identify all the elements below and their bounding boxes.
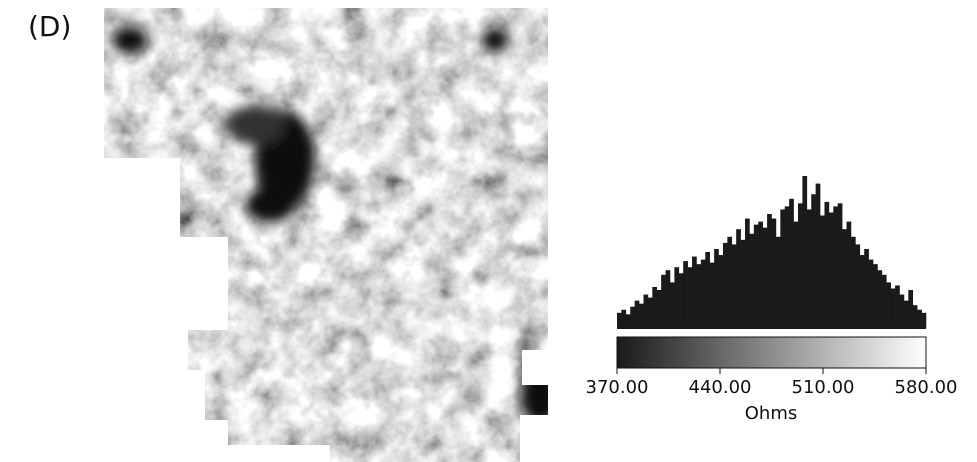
bar	[709, 262, 715, 328]
bar	[731, 244, 737, 328]
bar	[855, 244, 861, 328]
bar	[797, 203, 803, 328]
bar	[806, 209, 812, 328]
bar	[793, 221, 799, 328]
bar	[886, 282, 891, 328]
bar	[700, 259, 706, 328]
bar	[740, 239, 746, 328]
bar	[890, 288, 896, 328]
bar	[621, 309, 627, 328]
bar	[837, 203, 843, 328]
bar	[687, 267, 693, 328]
bar	[722, 242, 728, 328]
bar	[771, 218, 777, 328]
bar	[665, 270, 671, 328]
bar	[912, 305, 918, 328]
bar	[873, 264, 878, 328]
resistance-map	[104, 8, 548, 462]
bar	[736, 229, 741, 328]
bar	[656, 290, 662, 328]
bar	[789, 198, 794, 328]
bar	[811, 194, 816, 328]
x-tick-label: 580.00	[895, 377, 958, 398]
bar	[696, 264, 702, 328]
bar	[678, 273, 684, 328]
bar	[652, 286, 658, 328]
bar	[683, 261, 688, 328]
bar	[903, 300, 909, 328]
histogram	[617, 176, 927, 329]
bar	[833, 206, 839, 328]
bar	[820, 215, 825, 328]
bar	[842, 229, 847, 328]
bar	[647, 297, 653, 328]
bar	[895, 285, 900, 328]
bar	[727, 236, 733, 328]
bar	[850, 236, 856, 328]
bar	[705, 252, 710, 328]
bar	[881, 274, 887, 328]
bar	[767, 214, 772, 328]
bar	[630, 306, 635, 328]
bar	[692, 256, 697, 328]
x-axis-label: Ohms	[745, 403, 798, 424]
bar	[780, 209, 786, 328]
bar	[669, 282, 675, 328]
bar	[824, 201, 830, 328]
x-tick-label: 370.00	[586, 377, 649, 398]
bar	[859, 255, 865, 328]
bar	[625, 314, 631, 328]
bar	[758, 221, 763, 328]
bar	[828, 212, 834, 328]
x-tick-label: 510.00	[792, 377, 855, 398]
bar	[921, 312, 927, 328]
bar	[784, 206, 790, 328]
bar	[749, 233, 755, 328]
bar	[877, 270, 883, 328]
bar	[846, 221, 852, 328]
bar	[753, 224, 759, 328]
bar	[815, 183, 821, 328]
x-tick-label: 440.00	[689, 377, 752, 398]
bar	[762, 227, 768, 328]
bar	[775, 236, 781, 328]
bar	[661, 274, 666, 328]
bar	[868, 259, 874, 328]
bar	[745, 218, 750, 328]
bar	[634, 300, 640, 328]
colorbar	[616, 336, 927, 369]
bar	[718, 255, 724, 328]
bar	[643, 294, 649, 328]
bar	[674, 267, 680, 328]
bar	[917, 309, 922, 328]
bar	[802, 176, 808, 328]
bar	[864, 248, 869, 328]
bar	[714, 248, 719, 328]
bar	[617, 312, 622, 328]
bar	[899, 294, 905, 328]
bar	[908, 290, 914, 328]
bar	[639, 303, 644, 328]
panel-label: (D)	[28, 10, 71, 43]
